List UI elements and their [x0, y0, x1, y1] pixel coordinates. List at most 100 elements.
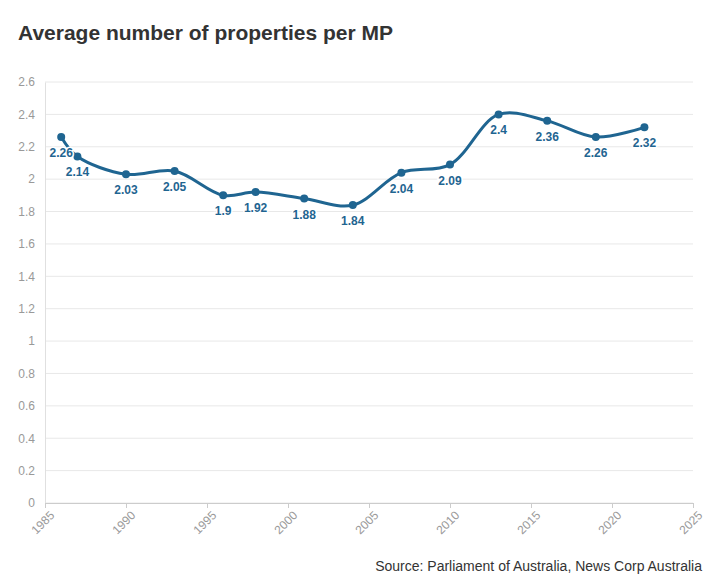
y-tick-label: 1.6: [18, 237, 35, 251]
x-tick-mark: [207, 503, 208, 508]
y-tick: 2.2: [18, 140, 45, 154]
data-label: 2.03: [114, 183, 138, 197]
x-tick-label: 2005: [353, 508, 382, 537]
x-tick: 2010: [434, 503, 463, 537]
grid-line: [45, 470, 693, 471]
x-tick-mark: [369, 503, 370, 508]
data-label: 2.14: [66, 165, 90, 179]
grid-line: [45, 341, 693, 342]
data-label: 2.26: [50, 146, 74, 160]
point: [252, 188, 260, 196]
y-tick-label: 1.8: [18, 205, 35, 219]
x-tick-label: 2020: [596, 508, 625, 537]
grid-line: [45, 405, 693, 406]
data-label: 2.05: [163, 180, 187, 194]
x-tick: 2000: [272, 503, 301, 537]
x-tick: 2015: [515, 503, 544, 537]
y-tick-label: 0: [28, 496, 35, 510]
point: [397, 169, 405, 177]
data-label: 1.92: [244, 201, 268, 215]
data-label: 2.04: [390, 182, 414, 196]
y-tick-label: 2.2: [18, 140, 35, 154]
x-tick-mark: [45, 503, 46, 508]
title: Average number of properties per MP: [18, 21, 393, 44]
grid-line: [45, 82, 693, 83]
point: [349, 201, 357, 209]
x-tick-mark: [126, 503, 127, 508]
y-tick-label: 0.6: [18, 399, 35, 413]
grid-line: [45, 373, 693, 374]
y-tick: 1: [28, 334, 45, 348]
point: [495, 110, 503, 118]
grid-line: [45, 243, 693, 244]
grid-line: [45, 276, 693, 277]
x-tick-label: 2025: [677, 508, 706, 537]
grid-line: [45, 308, 693, 309]
x-tick-label: 1995: [191, 508, 220, 537]
y-tick: 0.4: [18, 432, 45, 446]
data-label: 2.26: [584, 146, 608, 160]
y-axis: 0 0.2 0.4 0.6 0.8 1 1.2 1.4 1.6 1.8 2 2.2 2.4 2.6: [18, 75, 45, 510]
x-axis-line: [46, 504, 694, 509]
point: [57, 133, 65, 141]
y-tick: 0.6: [18, 399, 45, 413]
chart: Average number of properties per MP00.20…: [0, 0, 718, 585]
data-label: 2.36: [536, 130, 560, 144]
y-tick: 1.2: [18, 302, 45, 316]
y-tick: 2: [28, 172, 45, 186]
point: [73, 152, 81, 160]
x-tick-label: 1990: [110, 508, 139, 537]
x-axis: 1985 1990 1995 2000 2005 2010 2015 2020 2025: [29, 503, 706, 537]
grid: [45, 82, 693, 503]
y-tick: 1.6: [18, 237, 45, 251]
x-tick-mark: [531, 503, 532, 508]
point: [300, 195, 308, 203]
y-tick-label: 1: [28, 334, 35, 348]
y-tick-label: 2: [28, 172, 35, 186]
data-label: 2.4: [490, 123, 507, 137]
x-tick: 1995: [191, 503, 220, 537]
data-label: 2.32: [633, 136, 657, 150]
data-label: 1.88: [293, 208, 317, 222]
y-tick-label: 0.2: [18, 464, 35, 478]
x-tick-label: 1985: [29, 508, 58, 537]
y-tick: 0.8: [18, 367, 45, 381]
point: [446, 161, 454, 169]
y-tick: 0: [28, 496, 45, 510]
y-tick-label: 2.4: [18, 108, 35, 122]
x-tick-mark: [612, 503, 613, 508]
marks: [57, 110, 648, 209]
line: [61, 113, 644, 206]
x-tick: 1990: [110, 503, 139, 537]
x-tick-label: 2010: [434, 508, 463, 537]
point: [640, 123, 648, 131]
x-tick-mark: [693, 503, 694, 508]
y-tick: 1.8: [18, 205, 45, 219]
point: [592, 133, 600, 141]
source: Source: Parliament of Australia, News Co…: [375, 558, 702, 574]
data-label: 1.84: [341, 214, 365, 228]
y-tick-label: 1.4: [18, 270, 35, 284]
x-tick: 2005: [353, 503, 382, 537]
x-tick-mark: [450, 503, 451, 508]
x-tick: 1985: [29, 503, 58, 537]
y-tick: 1.4: [18, 270, 45, 284]
grid-line: [45, 114, 693, 115]
data-label: 1.9: [215, 204, 232, 218]
grid-line: [45, 211, 693, 212]
grid-line: [45, 438, 693, 439]
y-tick-label: 0.4: [18, 432, 35, 446]
point: [122, 170, 130, 178]
y-tick-label: 2.6: [18, 75, 35, 89]
y-tick: 0.2: [18, 464, 45, 478]
data-labels: 2.26 2.14 2.03 2.05 1.9 1.92 1.88 1.84 2.04 2.09 2…: [50, 123, 657, 228]
x-tick-label: 2015: [515, 508, 544, 537]
line-path: [61, 113, 644, 206]
y-tick: 2.4: [18, 108, 45, 122]
data-label: 2.09: [438, 174, 462, 188]
y-axis-line: [45, 83, 46, 504]
point: [219, 191, 227, 199]
y-tick-label: 1.2: [18, 302, 35, 316]
x-tick-mark: [288, 503, 289, 508]
grid-line: [45, 179, 693, 180]
